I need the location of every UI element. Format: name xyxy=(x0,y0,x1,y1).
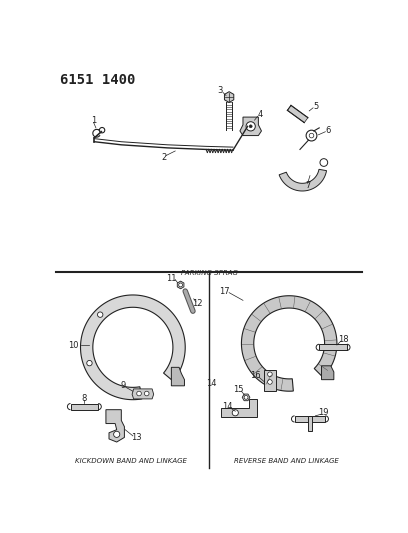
Polygon shape xyxy=(106,410,124,442)
Text: 12: 12 xyxy=(192,299,203,308)
Polygon shape xyxy=(322,366,334,379)
Circle shape xyxy=(244,395,248,399)
Polygon shape xyxy=(319,344,347,350)
Text: 11: 11 xyxy=(166,273,177,282)
Text: 3: 3 xyxy=(217,86,223,95)
Circle shape xyxy=(113,431,120,438)
Text: 6: 6 xyxy=(325,126,330,135)
Polygon shape xyxy=(177,281,184,289)
Text: 6151 1400: 6151 1400 xyxy=(60,73,135,87)
Text: 4: 4 xyxy=(257,110,262,119)
Text: 10: 10 xyxy=(68,341,79,350)
Text: 14: 14 xyxy=(222,402,233,411)
Circle shape xyxy=(137,391,141,396)
Polygon shape xyxy=(242,394,250,401)
Text: 13: 13 xyxy=(131,433,142,442)
Polygon shape xyxy=(224,92,234,102)
Circle shape xyxy=(179,283,182,287)
Text: 14: 14 xyxy=(206,379,217,388)
Text: 18: 18 xyxy=(338,335,348,344)
Polygon shape xyxy=(171,367,184,386)
Polygon shape xyxy=(279,169,326,191)
Text: 8: 8 xyxy=(82,394,87,403)
Polygon shape xyxy=(80,295,185,400)
Polygon shape xyxy=(222,399,257,417)
Text: REVERSE BAND AND LINKAGE: REVERSE BAND AND LINKAGE xyxy=(235,458,339,464)
Text: KICKDOWN BAND AND LINKAGE: KICKDOWN BAND AND LINKAGE xyxy=(75,458,186,464)
Polygon shape xyxy=(287,106,308,123)
Polygon shape xyxy=(71,403,98,410)
Circle shape xyxy=(232,410,238,416)
Circle shape xyxy=(249,125,252,128)
Circle shape xyxy=(320,159,328,166)
Text: 1: 1 xyxy=(91,116,96,125)
Circle shape xyxy=(268,372,272,377)
Text: 15: 15 xyxy=(233,385,244,394)
Polygon shape xyxy=(242,296,337,391)
Text: 16: 16 xyxy=(250,372,261,381)
Circle shape xyxy=(87,360,92,366)
Text: 7: 7 xyxy=(305,181,310,190)
Circle shape xyxy=(246,122,255,131)
Text: 2: 2 xyxy=(161,152,166,161)
Text: 17: 17 xyxy=(219,287,230,296)
Circle shape xyxy=(98,312,103,317)
Text: 5: 5 xyxy=(313,102,319,111)
Polygon shape xyxy=(132,389,154,399)
Circle shape xyxy=(144,391,149,396)
Polygon shape xyxy=(308,416,312,431)
Circle shape xyxy=(268,379,272,384)
Text: 19: 19 xyxy=(318,408,328,417)
Polygon shape xyxy=(264,370,276,391)
Polygon shape xyxy=(240,117,262,135)
Text: 9: 9 xyxy=(120,381,126,390)
Polygon shape xyxy=(295,416,325,422)
Text: PARKING SPRAG: PARKING SPRAG xyxy=(181,270,237,276)
